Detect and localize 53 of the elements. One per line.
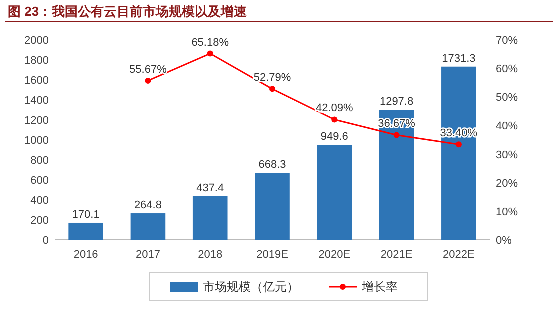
data-label: 170.1 [72,208,100,221]
y2-tick-label: 20% [496,178,518,190]
point [207,50,214,57]
point [332,116,338,123]
bar [130,214,166,240]
x-tick-label: 2020E [318,249,351,261]
x-tick-label: 2019E [256,249,288,261]
y-tick-label: 1600 [24,75,49,87]
y-tick-label: 800 [30,155,49,167]
x-tick-label: 2018 [198,249,223,261]
y2-tick-label: 40% [496,120,518,133]
data-label: 1731.3 [442,52,476,65]
data-label: 437.4 [196,182,224,194]
bar [379,110,414,240]
bar [442,66,476,240]
bar [317,145,352,240]
bar [192,196,228,240]
y-tick-label: 1200 [24,115,49,127]
data-label: 668.3 [258,159,286,172]
data-label: 42.09% [316,102,354,115]
y2-tick-label: 50% [496,92,518,104]
y-tick-label: 600 [30,175,49,187]
bar [255,173,290,240]
y-tick-label: 2000 [24,35,49,47]
y2-tick-label: 0% [496,235,512,247]
point [145,78,152,84]
legend-label: 增长率 [361,280,398,294]
data-label: 52.79% [254,72,292,84]
data-label: 55.67% [130,64,168,76]
data-label: 949.6 [320,131,348,144]
x-tick-label: 2017 [136,249,160,261]
point [270,86,276,92]
y2-tick-label: 70% [496,35,518,47]
x-tick-label: 2016 [74,249,98,261]
legend-label: 市场规模（亿元） [203,280,299,294]
y-tick-label: 1000 [24,135,49,147]
y-tick-label: 1800 [24,55,49,67]
chart-title: 图 23：我国公有云目前市场规模以及增速 [8,4,248,19]
y-tick-label: 200 [30,215,49,227]
bar [68,222,104,240]
data-label: 65.18% [192,36,230,49]
data-label: 264.8 [134,200,162,212]
y2-tick-label: 30% [496,149,518,162]
x-tick-label: 2021E [380,249,413,261]
point [394,132,400,138]
point [456,142,462,148]
x-tick-label: 2022E [443,249,475,261]
y2-tick-label: 60% [496,64,518,76]
y-tick-label: 400 [30,195,49,207]
y-tick-label: 1400 [24,95,49,107]
y2-tick-label: 10% [496,206,518,218]
data-label: 1297.8 [380,96,414,108]
y-tick-label: 0 [42,235,49,247]
